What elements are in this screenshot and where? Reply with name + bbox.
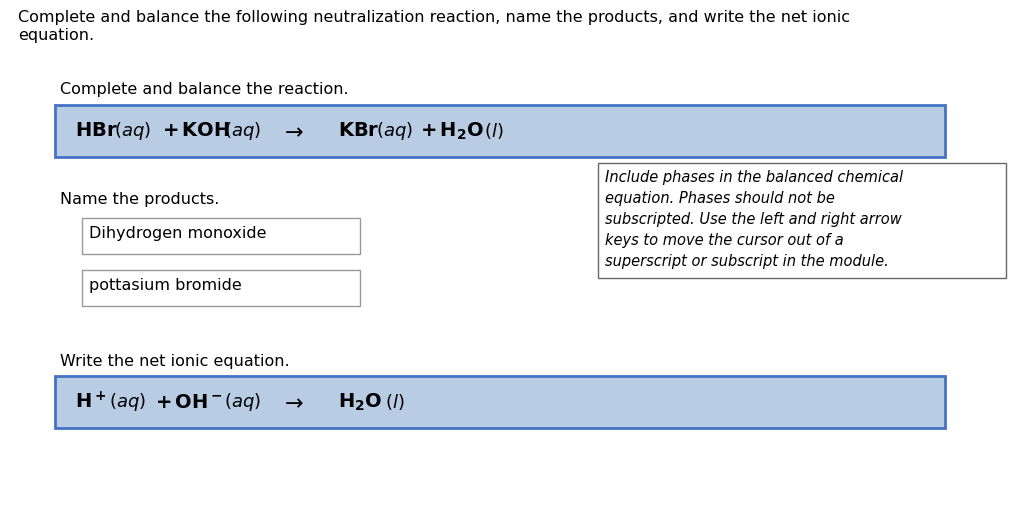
Text: $\rightarrow$: $\rightarrow$ [280,121,304,141]
Text: equation.: equation. [18,28,94,43]
Text: $\mathbf{H^+}$: $\mathbf{H^+}$ [75,392,106,413]
Text: keys to move the cursor out of a: keys to move the cursor out of a [605,233,844,248]
Bar [598,163,1006,278]
Text: subscripted. Use the left and right arrow: subscripted. Use the left and right arro… [605,212,902,227]
Text: $\mathit{(l)}$: $\mathit{(l)}$ [484,121,504,141]
Text: $\mathit{(aq)}$: $\mathit{(aq)}$ [224,391,261,413]
Text: equation. Phases should not be: equation. Phases should not be [605,191,835,206]
Text: $\mathbf{KBr}$: $\mathbf{KBr}$ [338,122,380,140]
Text: $\mathit{(l)}$: $\mathit{(l)}$ [385,392,404,412]
Text: superscript or subscript in the module.: superscript or subscript in the module. [605,254,889,269]
Bar [82,218,360,254]
Text: Complete and balance the reaction.: Complete and balance the reaction. [60,82,348,97]
Text: $\mathit{(aq)}$: $\mathit{(aq)}$ [109,391,146,413]
Text: pottasium bromide: pottasium bromide [89,278,242,293]
Text: Write the net ionic equation.: Write the net ionic equation. [60,354,290,369]
Text: $\mathbf{+\,KOH}$: $\mathbf{+\,KOH}$ [162,122,229,140]
Text: $\rightarrow$: $\rightarrow$ [280,392,304,412]
Text: $\mathbf{HBr}$: $\mathbf{HBr}$ [75,122,118,140]
Bar [82,270,360,306]
Text: $\mathbf{+\,H_2O}$: $\mathbf{+\,H_2O}$ [420,121,483,141]
Bar [55,105,945,157]
Text: Complete and balance the following neutralization reaction, name the products, a: Complete and balance the following neutr… [18,10,850,25]
Text: Include phases in the balanced chemical: Include phases in the balanced chemical [605,170,903,185]
Text: $\mathit{(aq)}$: $\mathit{(aq)}$ [224,120,261,142]
Text: $\mathbf{+\,OH^-}$: $\mathbf{+\,OH^-}$ [155,393,222,411]
Text: Name the products.: Name the products. [60,192,219,207]
Text: $\mathit{(aq)}$: $\mathit{(aq)}$ [114,120,151,142]
Text: $\mathbf{H_2O}$: $\mathbf{H_2O}$ [338,392,382,413]
Bar [55,376,945,428]
Text: Dihydrogen monoxide: Dihydrogen monoxide [89,226,266,241]
Text: $\mathit{(aq)}$: $\mathit{(aq)}$ [376,120,413,142]
